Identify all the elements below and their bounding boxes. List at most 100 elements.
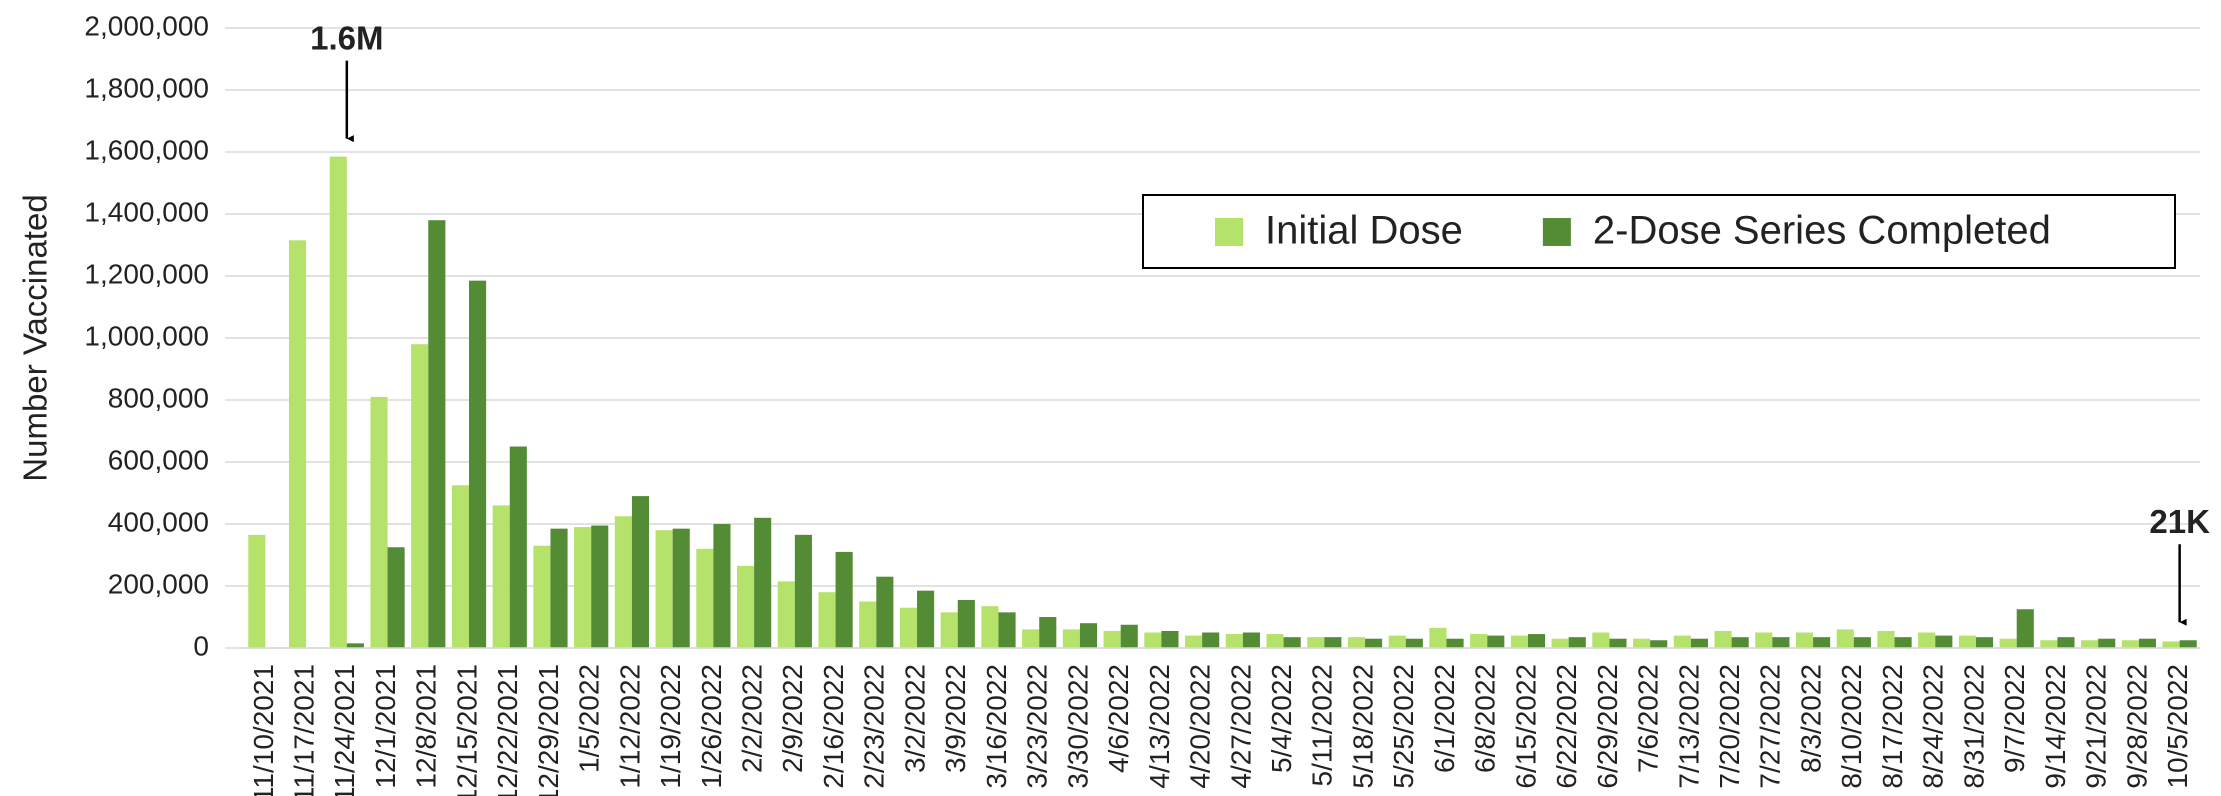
bar <box>835 551 853 648</box>
bar <box>2179 640 2197 648</box>
legend: Initial Dose 2-Dose Series Completed <box>1142 194 2176 269</box>
bar <box>1266 634 1284 648</box>
y-tick-label: 400,000 <box>108 506 209 537</box>
x-tick-label: 9/7/2022 <box>1999 664 2030 773</box>
x-tick-label: 11/24/2021 <box>329 664 360 796</box>
x-tick-label: 1/12/2022 <box>614 664 645 789</box>
bar <box>1283 637 1301 648</box>
x-tick-label: 7/13/2022 <box>1673 664 1704 789</box>
bar <box>1185 635 1203 648</box>
legend-swatch <box>1215 218 1243 246</box>
x-tick-label: 6/1/2022 <box>1429 664 1460 773</box>
x-tick-label: 12/8/2021 <box>411 664 442 789</box>
y-tick-label: 2,000,000 <box>84 10 209 41</box>
bar <box>1120 624 1138 648</box>
bar <box>1429 627 1447 648</box>
x-tick-label: 4/27/2022 <box>1225 664 1256 789</box>
bar <box>387 547 405 648</box>
bar <box>509 446 527 648</box>
bar <box>1795 632 1814 648</box>
bar <box>2098 638 2116 648</box>
x-tick-label: 9/28/2022 <box>2121 664 2152 789</box>
bar <box>1510 635 1528 648</box>
bar <box>346 643 364 648</box>
y-tick-label: 1,400,000 <box>84 196 209 227</box>
bar <box>492 505 510 648</box>
bar <box>1755 632 1773 648</box>
bar <box>1079 623 1098 648</box>
x-tick-label: 12/15/2021 <box>451 664 482 796</box>
bar <box>631 496 650 648</box>
bar <box>469 280 487 648</box>
bar <box>614 516 632 648</box>
x-tick-label: 1/26/2022 <box>696 664 727 789</box>
bar <box>1918 632 1936 648</box>
y-tick-label: 0 <box>193 630 209 661</box>
x-tick-label: 7/20/2022 <box>1714 664 1745 789</box>
y-tick-label: 600,000 <box>108 444 209 475</box>
bar <box>917 590 935 648</box>
x-tick-label: 8/31/2022 <box>1958 664 1989 789</box>
bar <box>777 581 795 648</box>
bar <box>2162 641 2180 648</box>
bar <box>1592 632 1610 648</box>
bar <box>428 220 446 648</box>
bar <box>713 524 731 648</box>
bar <box>370 396 388 648</box>
bar <box>1714 630 1732 648</box>
bar <box>1527 634 1546 648</box>
x-tick-label: 9/14/2022 <box>2040 664 2071 789</box>
x-tick-label: 12/29/2021 <box>533 664 564 796</box>
bar <box>329 156 347 648</box>
bar <box>1103 630 1121 648</box>
bar <box>1836 629 1854 648</box>
bar <box>591 525 609 648</box>
y-tick-label: 1,000,000 <box>84 320 209 351</box>
bar <box>1894 637 1912 648</box>
bar <box>981 606 999 648</box>
bar <box>998 612 1016 648</box>
bar <box>1551 638 1569 648</box>
bar <box>876 576 894 648</box>
x-tick-label: 8/3/2022 <box>1795 664 1826 773</box>
y-tick-label: 1,200,000 <box>84 258 209 289</box>
bar <box>574 527 592 648</box>
x-tick-label: 5/11/2022 <box>1307 664 1338 787</box>
bar <box>2016 609 2034 648</box>
bar <box>859 601 877 648</box>
bar <box>533 545 551 648</box>
bar <box>1877 630 1895 648</box>
x-tick-label: 11/17/2021 <box>288 664 319 796</box>
bar <box>1062 629 1080 648</box>
x-tick-label: 7/27/2022 <box>1755 664 1786 789</box>
bar <box>1307 637 1325 648</box>
x-tick-label: 2/23/2022 <box>859 664 890 789</box>
bar <box>1975 637 1994 648</box>
bar <box>288 240 307 648</box>
bar <box>672 528 690 648</box>
bar <box>1347 637 1366 648</box>
legend-label: Initial Dose <box>1265 209 1463 253</box>
x-tick-label: 3/9/2022 <box>940 664 971 773</box>
bar <box>818 592 836 648</box>
bar <box>1853 637 1871 648</box>
x-tick-label: 2/9/2022 <box>777 664 808 773</box>
bar <box>1446 638 1464 648</box>
bar <box>2040 640 2058 648</box>
bar <box>1609 638 1627 648</box>
x-tick-label: 2/16/2022 <box>818 664 849 789</box>
bar <box>1650 640 1668 648</box>
y-tick-label: 800,000 <box>108 382 209 413</box>
annotation: 21K <box>2149 503 2210 540</box>
bar <box>1673 635 1691 648</box>
x-tick-label: 1/5/2022 <box>574 664 605 773</box>
bar <box>411 344 429 648</box>
x-tick-label: 1/19/2022 <box>655 664 686 789</box>
bar <box>1202 632 1220 648</box>
bar <box>1470 634 1488 648</box>
bar <box>1324 637 1342 648</box>
x-tick-label: 3/2/2022 <box>899 664 930 773</box>
y-axis-title: Number Vaccinated <box>17 194 54 481</box>
legend-swatch <box>1542 218 1571 246</box>
